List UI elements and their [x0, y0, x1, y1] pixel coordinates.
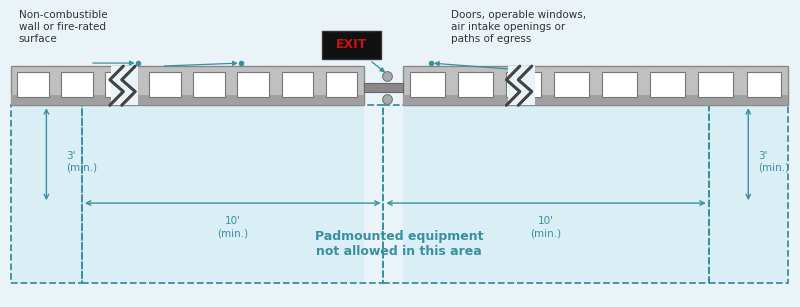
- Bar: [105, 72, 137, 97]
- Text: EXIT: EXIT: [336, 38, 367, 52]
- Bar: [17, 72, 49, 97]
- Bar: [10, 66, 364, 105]
- Bar: [709, 105, 788, 283]
- Bar: [403, 66, 788, 105]
- Text: 3'
(min.): 3' (min.): [66, 151, 98, 173]
- Text: Padmounted equipment
not allowed in this area: Padmounted equipment not allowed in this…: [315, 230, 483, 258]
- Text: 10'
(min.): 10' (min.): [530, 216, 562, 238]
- Bar: [698, 72, 733, 97]
- Bar: [282, 72, 314, 97]
- Bar: [506, 72, 541, 97]
- Bar: [10, 95, 364, 105]
- Text: 10'
(min.): 10' (min.): [218, 216, 248, 238]
- Bar: [458, 72, 493, 97]
- Bar: [364, 83, 403, 92]
- Bar: [61, 72, 93, 97]
- Bar: [326, 72, 358, 97]
- Text: 3'
(min.): 3' (min.): [758, 151, 789, 173]
- Bar: [410, 72, 445, 97]
- Bar: [602, 72, 637, 97]
- Bar: [10, 105, 82, 283]
- Bar: [194, 72, 225, 97]
- Text: Non-combustible
wall or fire-rated
surface: Non-combustible wall or fire-rated surfa…: [18, 10, 107, 44]
- Bar: [238, 72, 270, 97]
- Bar: [746, 72, 781, 97]
- Bar: [383, 105, 709, 283]
- Bar: [322, 31, 382, 59]
- Bar: [82, 105, 383, 283]
- Bar: [403, 105, 788, 283]
- Bar: [554, 72, 589, 97]
- Text: Doors, operable windows,
air intake openings or
paths of egress: Doors, operable windows, air intake open…: [451, 10, 586, 44]
- Bar: [111, 66, 138, 105]
- Bar: [403, 95, 788, 105]
- Bar: [508, 66, 535, 105]
- Bar: [10, 105, 364, 283]
- Bar: [150, 72, 181, 97]
- Bar: [650, 72, 685, 97]
